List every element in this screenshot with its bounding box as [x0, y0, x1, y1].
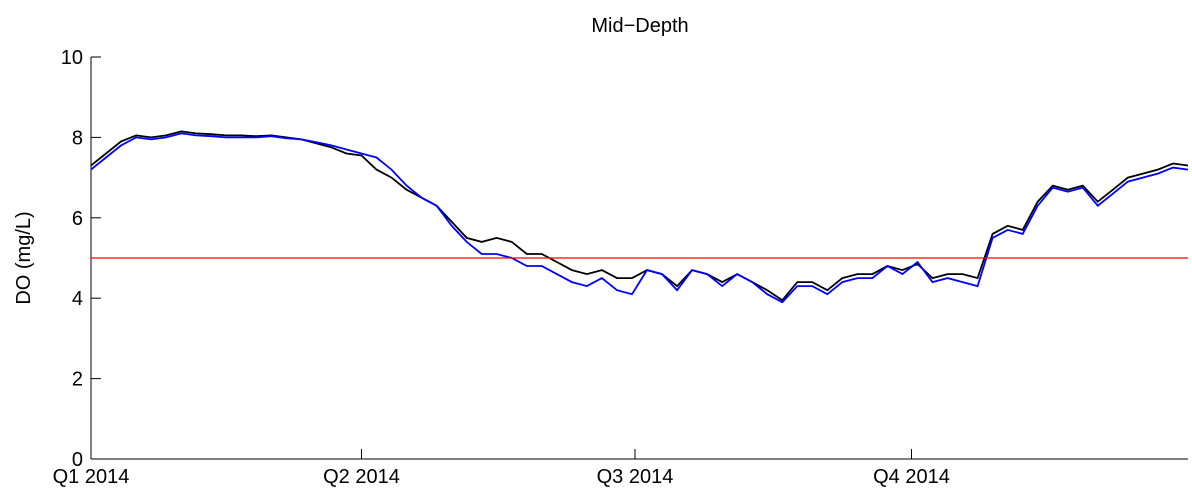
x-tick-label: Q3 2014 [597, 466, 674, 488]
data-line [90, 132, 1189, 304]
x-tick-label: Q1 2014 [53, 466, 130, 488]
y-tick-label: 8 [72, 127, 83, 149]
x-tick-label: Q4 2014 [873, 466, 950, 488]
y-tick-label: 10 [61, 47, 83, 69]
data-line [90, 130, 1189, 302]
y-tick-label: 4 [72, 288, 83, 310]
y-axis-label: DO (mg/L) [13, 211, 35, 304]
y-tick-label: 0 [72, 449, 83, 471]
y-tick-label: 6 [72, 208, 83, 230]
x-tick-label: Q2 2014 [323, 466, 400, 488]
chart-title: Mid−Depth [591, 15, 688, 37]
y-tick-label: 2 [72, 369, 83, 391]
